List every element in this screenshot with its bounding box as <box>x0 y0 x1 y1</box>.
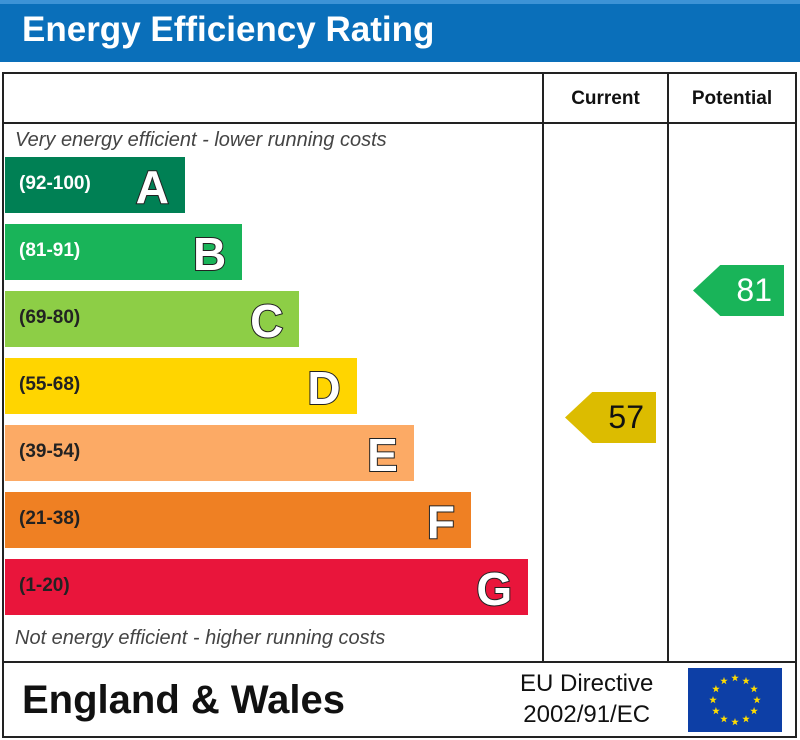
page-title: Energy Efficiency Rating <box>22 10 435 49</box>
band-range: (81-91) <box>19 240 81 261</box>
divider-potential <box>667 72 669 662</box>
divider-current <box>542 72 544 662</box>
star-icon <box>709 696 717 704</box>
rating-table <box>2 72 797 738</box>
band-f: (21-38) F <box>5 492 471 549</box>
divider-footer <box>2 661 797 663</box>
directive-line1: EU Directive <box>520 670 654 697</box>
divider-header <box>2 122 797 124</box>
band-range: (92-100) <box>19 173 91 194</box>
band-e: (39-54) E <box>5 425 414 482</box>
star-icon <box>712 707 720 715</box>
note-top: Very energy efficient - lower running co… <box>15 129 387 151</box>
star-icon <box>742 676 750 685</box>
eu-flag-icon <box>688 668 782 732</box>
band-letter: E <box>366 428 399 482</box>
star-icon <box>750 707 758 715</box>
band-letter: G <box>475 562 513 616</box>
band-range: (69-80) <box>19 307 81 328</box>
band-a: (92-100) A <box>5 157 185 214</box>
band-range: (21-38) <box>19 508 81 529</box>
band-range: (1-20) <box>19 575 70 596</box>
current-rating-value: 57 <box>608 399 644 435</box>
band-c: (69-80) C <box>5 291 300 348</box>
eu-directive: EU Directive 2002/91/EC <box>520 668 653 730</box>
note-bottom: Not energy efficient - higher running co… <box>15 627 386 649</box>
band-b: (81-91) B <box>5 224 243 281</box>
star-icon <box>720 676 728 685</box>
region-label: England & Wales <box>22 678 346 722</box>
star-icon <box>753 696 761 704</box>
band-range: (39-54) <box>19 441 81 462</box>
star-icon <box>731 674 739 682</box>
directive-line2: 2002/91/EC <box>523 701 651 728</box>
column-potential: Potential <box>691 88 773 109</box>
column-current: Current <box>571 88 640 109</box>
band-letter: A <box>135 160 170 214</box>
band-g: (1-20) G <box>5 559 529 616</box>
band-letter: C <box>249 294 284 348</box>
star-icon <box>731 718 739 726</box>
potential-rating-value: 81 <box>736 272 772 308</box>
star-icon <box>720 715 728 723</box>
star-icon <box>712 685 720 693</box>
band-letter: D <box>306 361 341 415</box>
band-d: (55-68) D <box>5 358 357 415</box>
band-letter: B <box>192 227 227 281</box>
star-icon <box>750 685 758 693</box>
band-range: (55-68) <box>19 374 81 395</box>
header-bar <box>0 0 800 62</box>
band-letter: F <box>426 495 456 549</box>
star-icon <box>742 715 750 723</box>
